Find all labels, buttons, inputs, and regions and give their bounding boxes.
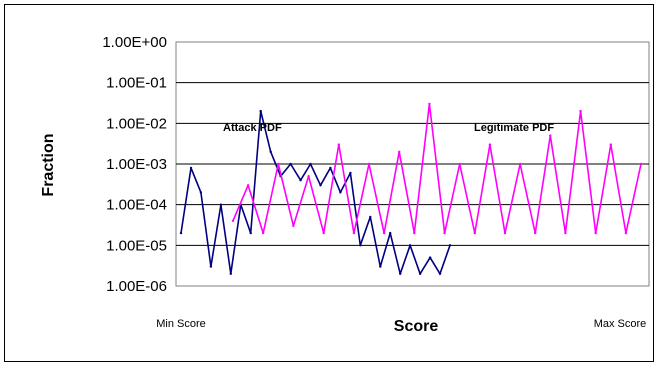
legitimate-pdf-line-point: [262, 231, 265, 235]
legitimate-pdf-line-point: [488, 143, 492, 146]
legitimate-pdf-line-point: [292, 224, 295, 228]
legitimate-pdf-line-point: [428, 102, 431, 106]
y-tick-label: 1.00E-01: [106, 75, 167, 92]
legitimate-pdf-line-point: [473, 231, 476, 235]
legitimate-pdf-line-point: [413, 231, 416, 235]
chart-svg: 1.00E-06 1.00E-05 1.00E-04 1.00E-03 1.00E-02…: [40, 34, 650, 335]
y-tick-label: 1.00E+00: [102, 34, 167, 51]
attack-pdf-line-point: [369, 215, 372, 219]
legitimate-pdf-line-point: [367, 162, 371, 166]
legitimate-pdf-line-point: [458, 162, 461, 166]
attack-pdf-line-point: [329, 166, 332, 170]
legitimate-pdf-line-point: [564, 231, 567, 235]
legitimate-pdf-line-point: [307, 175, 310, 178]
attack-pdf-line-point: [299, 179, 302, 182]
x-tick-max-score: Max Score: [594, 318, 647, 330]
attack-pdf-line-point: [199, 191, 203, 194]
attack-pdf-line-point: [359, 244, 362, 247]
attack-pdf-line-point: [179, 231, 183, 235]
attack-pdf-line-point: [229, 272, 232, 275]
attack-pdf-line-point: [438, 272, 442, 275]
attack-pdf-line-point: [379, 265, 382, 268]
legitimate-pdf-line-point: [518, 162, 522, 166]
attack-pdf-line-point: [209, 265, 213, 268]
legitimate-pdf-line-point: [398, 150, 401, 153]
annotation-legitimate-pdf: Legitimate PDF: [474, 122, 554, 134]
legitimate-pdf-line-point: [503, 231, 507, 235]
attack-pdf-line-point: [259, 109, 262, 113]
legitimate-pdf-line-point: [639, 162, 643, 166]
legitimate-pdf-line-point: [609, 143, 612, 146]
attack-pdf-line-point: [428, 256, 432, 259]
attack-pdf-line-point: [339, 191, 342, 194]
legitimate-pdf-line-point: [231, 219, 235, 222]
legitimate-pdf-line: [232, 103, 642, 234]
attack-pdf-line-point: [408, 244, 412, 247]
legitimate-pdf-line-point: [352, 231, 356, 235]
attack-pdf-line-point: [349, 171, 352, 175]
attack-pdf-line-point: [389, 231, 392, 235]
legitimate-pdf-line-point: [624, 231, 628, 235]
legitimate-pdf-line-point: [549, 134, 552, 137]
x-axis-label: Score: [394, 318, 439, 335]
attack-pdf-line-point: [418, 272, 422, 275]
y-tick-label: 1.00E-03: [106, 156, 167, 173]
legitimate-pdf-line-point: [534, 231, 537, 235]
legitimate-pdf-line-point: [382, 231, 386, 235]
attack-pdf-line-point: [189, 166, 193, 170]
legitimate-pdf-line-point: [443, 231, 446, 235]
legitimate-pdf-line-point: [322, 231, 325, 235]
legitimate-pdf-line-point: [579, 109, 582, 113]
y-axis-label: Fraction: [40, 133, 57, 196]
y-tick-label: 1.00E-06: [106, 278, 167, 295]
y-tick-label: 1.00E-02: [106, 115, 167, 132]
attack-pdf-line-point: [219, 203, 223, 206]
chart-figure: 1.00E-06 1.00E-05 1.00E-04 1.00E-03 1.00E-02…: [4, 4, 654, 362]
legitimate-pdf-line-point: [594, 231, 597, 235]
attack-pdf-line-point: [289, 162, 292, 166]
legitimate-pdf-line-point: [277, 162, 280, 166]
y-tick-label: 1.00E-05: [106, 237, 167, 254]
attack-pdf-line-point: [399, 272, 402, 275]
attack-pdf-line-point: [448, 244, 452, 247]
y-tick-label: 1.00E-04: [106, 197, 167, 214]
annotation-attack-pdf: Attack PDF: [223, 122, 282, 134]
attack-pdf-line: [180, 110, 451, 275]
attack-pdf-line-point: [319, 184, 322, 187]
legitimate-pdf-line-point: [246, 184, 250, 187]
attack-pdf-line-point: [309, 162, 312, 166]
x-tick-min-score: Min Score: [156, 318, 206, 330]
legitimate-pdf-line-point: [337, 143, 340, 146]
attack-pdf-line-point: [249, 231, 252, 235]
attack-pdf-line-point: [269, 150, 272, 153]
